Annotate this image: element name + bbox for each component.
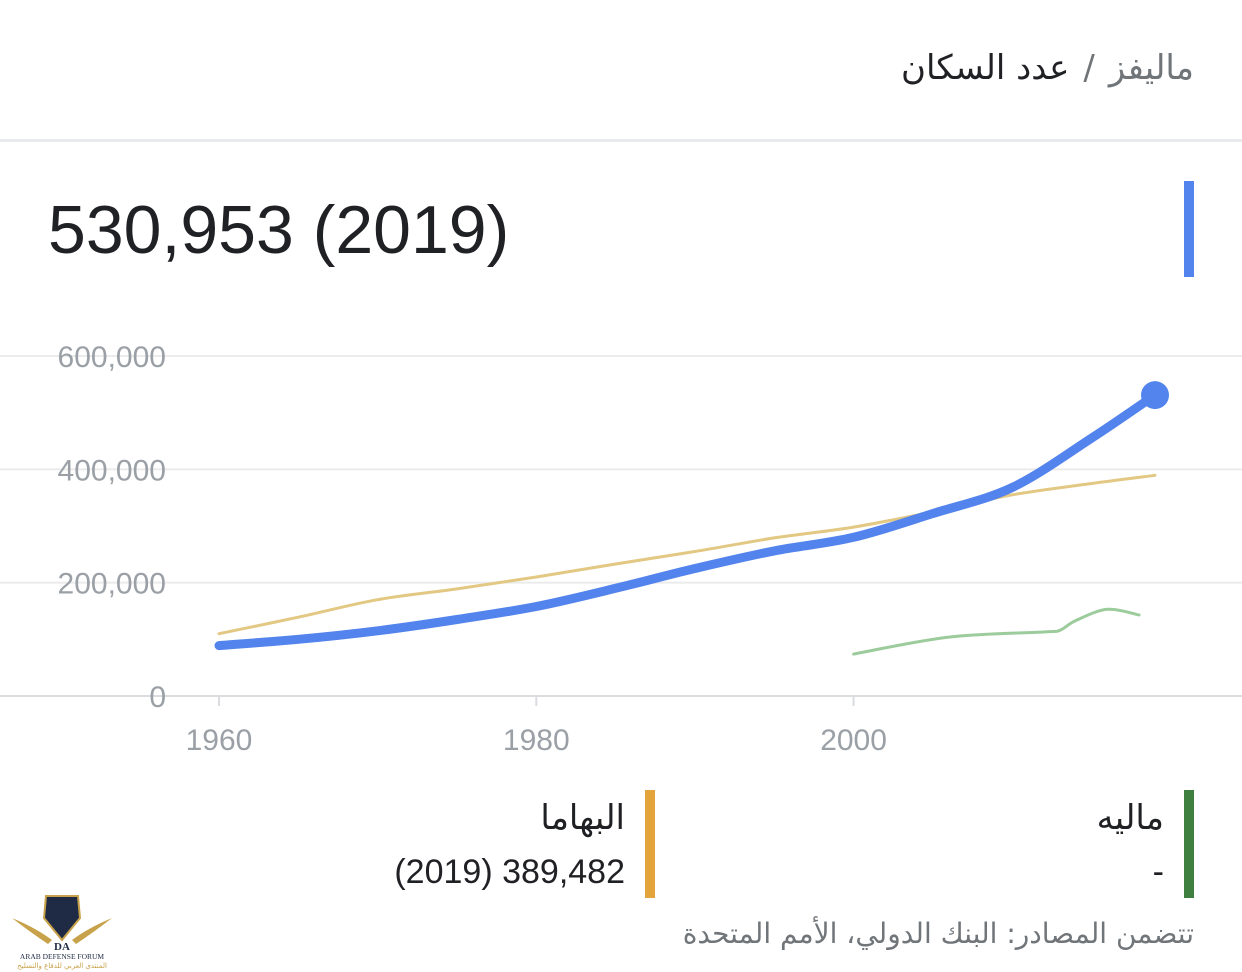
legend-name: البهاما <box>540 798 625 838</box>
breadcrumb-country[interactable]: ماليفز <box>1108 48 1194 88</box>
legend-color-bar <box>1184 790 1194 898</box>
wing-right-icon <box>72 918 112 944</box>
legend-item-mali[interactable]: ماليه - <box>1044 790 1194 898</box>
series-line-0[interactable] <box>214 390 1160 651</box>
legend-value: (2019) 389,482 <box>394 853 625 891</box>
population-chart[interactable]: 0 200,000 400,000 600,000 1960 1980 2000 <box>0 320 1242 760</box>
x-tick-label: 1960 <box>186 724 253 757</box>
breadcrumb: ماليفز / عدد السكان <box>901 46 1194 90</box>
x-axis: 1960 1980 2000 <box>186 696 887 757</box>
legend-color-bar <box>645 790 655 898</box>
chart-grid <box>0 355 1242 697</box>
legend-value: - <box>1152 853 1164 891</box>
x-tick-label: 2000 <box>820 724 887 757</box>
watermark-subtitle: المنتدى العربي للدفاع والتسليح <box>17 962 107 970</box>
y-tick-label: 600,000 <box>58 341 166 374</box>
shield-icon <box>42 895 82 942</box>
legend-name: ماليه <box>1096 798 1164 838</box>
breadcrumb-metric: عدد السكان <box>901 48 1070 88</box>
x-tick-label: 1980 <box>503 724 570 757</box>
header: ماليفز / عدد السكان <box>0 0 1242 142</box>
headline-series-marker <box>1184 181 1194 277</box>
source-note: تتضمن المصادر: البنك الدولي، الأمم المتح… <box>682 917 1194 950</box>
y-tick-label: 200,000 <box>58 568 166 601</box>
series-line-2[interactable] <box>852 607 1141 656</box>
y-tick-label: 400,000 <box>58 454 166 487</box>
headline-value: 530,953 (2019) <box>48 192 510 268</box>
breadcrumb-separator: / <box>1083 48 1095 88</box>
series-endpoint[interactable] <box>1141 381 1169 410</box>
watermark-title: ARAB DEFENSE FORUM <box>20 952 105 961</box>
watermark-logo: DA ARAB DEFENSE FORUM المنتدى العربي للد… <box>12 895 112 970</box>
legend-item-bahamas[interactable]: البهاما (2019) 389,482 <box>355 790 655 898</box>
watermark-letters: DA <box>54 941 70 953</box>
y-tick-label: 0 <box>149 681 166 714</box>
y-axis-labels: 0 200,000 400,000 600,000 <box>58 341 166 714</box>
chart-series[interactable] <box>214 381 1169 656</box>
series-line-1[interactable] <box>217 473 1157 636</box>
wing-left-icon <box>12 918 52 944</box>
